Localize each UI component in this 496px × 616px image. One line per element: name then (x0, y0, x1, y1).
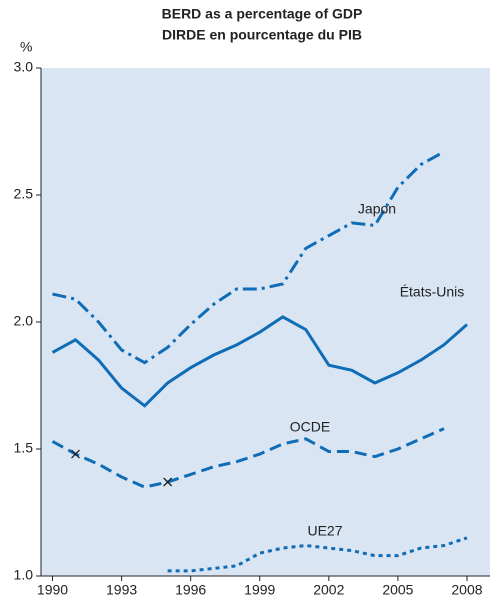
break-marker (71, 449, 80, 459)
x-tick-label: 2008 (451, 582, 482, 598)
break-marker (163, 477, 173, 487)
x-tick-label: 2005 (382, 582, 413, 598)
x-tick-label: 1996 (175, 582, 206, 598)
y-tick-label: 1.5 (14, 440, 34, 456)
y-tick-label: 1.0 (14, 567, 34, 583)
x-tick-label: 1999 (244, 582, 275, 598)
y-tick-label: 2.0 (14, 313, 34, 329)
series-line (52, 150, 445, 365)
series-label: Japon (358, 201, 396, 217)
x-tick-label: 1990 (37, 582, 68, 598)
series-label: OCDE (290, 419, 330, 435)
y-tick-label: 3.0 (14, 59, 34, 75)
series-line (51, 427, 445, 489)
chart-title: BERD as a percentage of GDP (162, 6, 363, 22)
series-label: États-Unis (400, 284, 465, 300)
x-tick-label: 2002 (313, 582, 344, 598)
series-label: UE27 (307, 523, 342, 539)
y-tick-label: 2.5 (14, 186, 34, 202)
plot-background (41, 68, 490, 576)
chart-subtitle: DIRDE en pourcentage du PIB (162, 27, 362, 43)
series-line (167, 536, 468, 573)
y-unit: % (20, 39, 32, 55)
x-tick-label: 1993 (106, 582, 137, 598)
series-line (51, 315, 468, 408)
